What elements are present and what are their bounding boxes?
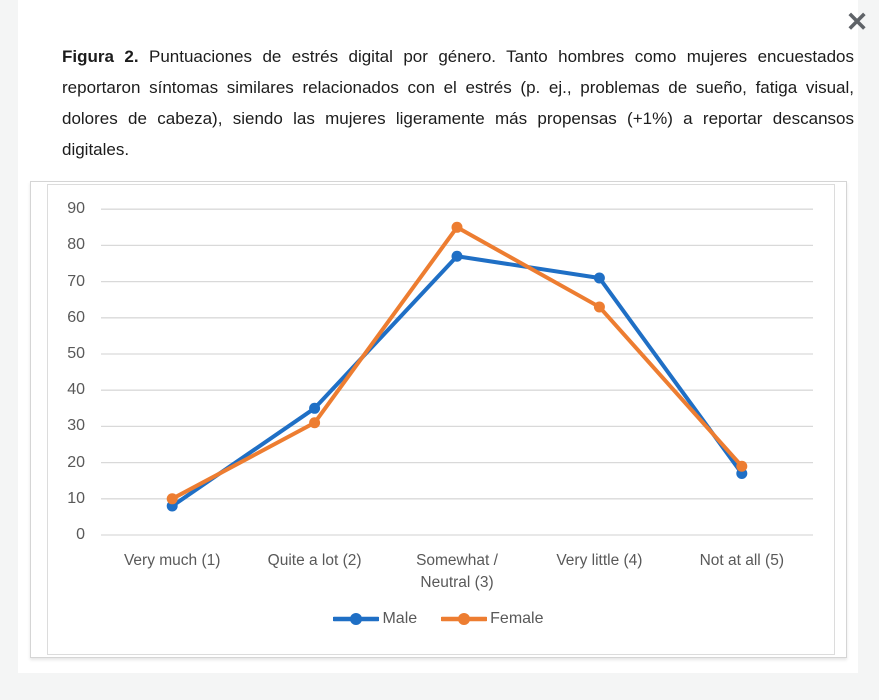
y-tick-label: 20 bbox=[67, 453, 85, 471]
legend-item-male: Male bbox=[333, 610, 417, 628]
data-point-female bbox=[736, 460, 748, 472]
data-point-male bbox=[593, 272, 605, 284]
chart-legend: Male Female bbox=[31, 610, 846, 628]
data-point-female bbox=[166, 493, 178, 505]
y-tick-label: 80 bbox=[67, 236, 85, 254]
chart-card: 0 10 20 30 40 50 60 70 80 90 Very much (1) Quite a… bbox=[30, 181, 847, 658]
data-point-female bbox=[593, 301, 605, 313]
legend-marker-icon bbox=[441, 613, 488, 625]
x-tick-label: Not at all (5) bbox=[699, 552, 784, 569]
y-tick-label: 10 bbox=[67, 489, 85, 507]
x-tick-label: Quite a lot (2) bbox=[267, 552, 362, 569]
data-point-female bbox=[309, 417, 321, 429]
series-line-male bbox=[170, 254, 744, 509]
y-tick-label: 90 bbox=[67, 200, 85, 218]
x-tick-label: Very little (4) bbox=[556, 552, 643, 569]
figure-caption-label: Figura 2. bbox=[62, 47, 139, 66]
data-point-female bbox=[451, 221, 463, 233]
y-tick-label: 0 bbox=[76, 526, 85, 543]
close-icon[interactable]: ✕ bbox=[841, 6, 873, 38]
legend-label: Female bbox=[490, 610, 544, 627]
y-tick-label: 50 bbox=[67, 345, 85, 362]
data-point-male bbox=[309, 402, 321, 414]
legend-item-female: Female bbox=[441, 610, 544, 628]
x-tick-label: Very much (1) bbox=[123, 552, 221, 569]
legend-label: Male bbox=[382, 610, 418, 627]
figure-caption-text: Puntuaciones de estrés digital por géner… bbox=[62, 47, 854, 159]
x-tick-label: Somewhat / Neutral (3) bbox=[416, 552, 498, 591]
y-tick-label: 70 bbox=[67, 272, 85, 290]
data-point-male bbox=[451, 250, 463, 262]
series-line-female bbox=[170, 225, 744, 501]
figure-caption: Figura 2. Puntuaciones de estrés digital… bbox=[62, 41, 854, 165]
y-tick-label: 60 bbox=[67, 308, 85, 326]
y-tick-label: 40 bbox=[67, 381, 85, 399]
line-chart bbox=[101, 208, 813, 536]
legend-marker-icon bbox=[333, 613, 380, 625]
y-tick-label: 30 bbox=[67, 417, 85, 435]
